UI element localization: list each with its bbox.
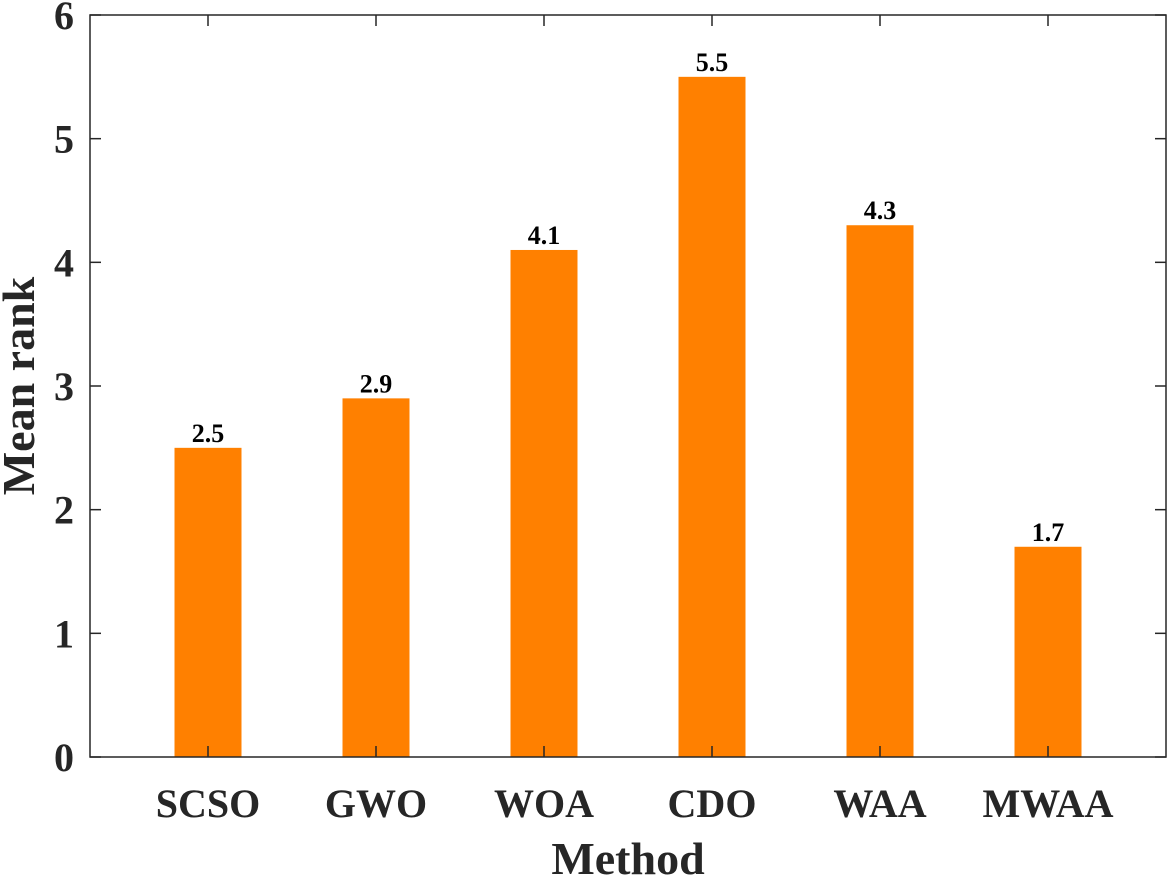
bar-waa <box>846 225 914 757</box>
y-tick-label: 5 <box>54 117 74 162</box>
data-label-waa: 4.3 <box>864 196 897 225</box>
data-label-gwo: 2.9 <box>360 369 393 398</box>
x-tick-label-gwo: GWO <box>325 781 427 826</box>
bar-gwo <box>342 398 410 757</box>
data-label-woa: 4.1 <box>528 221 561 250</box>
x-tick-label-woa: WOA <box>494 781 594 826</box>
data-label-mwaa: 1.7 <box>1032 518 1065 547</box>
data-label-cdo: 5.5 <box>696 48 729 77</box>
bar-scso <box>174 447 242 757</box>
y-tick-label: 6 <box>54 0 74 38</box>
y-tick-label: 4 <box>54 240 74 285</box>
y-tick-label: 3 <box>54 364 74 409</box>
axes-group <box>89 14 1167 758</box>
x-tick-label-scso: SCSO <box>156 781 261 826</box>
x-tick-label-waa: WAA <box>833 781 926 826</box>
x-tick-label-mwaa: MWAA <box>982 781 1113 826</box>
bar-mwaa <box>1014 546 1082 757</box>
bars-group <box>174 76 1082 758</box>
y-tick-label: 2 <box>54 488 74 533</box>
y-tick-label: 1 <box>54 611 74 656</box>
data-labels-group: 2.5 2.9 4.1 5.5 4.3 1.7 <box>192 48 1065 547</box>
y-ticks-group: 0 1 2 3 4 5 6 <box>54 0 1166 780</box>
x-ticks-group: SCSO GWO WOA CDO WAA MWAA <box>156 15 1114 826</box>
bar-cdo <box>678 76 746 758</box>
x-tick-label-cdo: CDO <box>668 781 757 826</box>
plot-box <box>89 14 1167 758</box>
y-tick-label: 0 <box>54 735 74 780</box>
data-label-scso: 2.5 <box>192 419 225 448</box>
bar-woa <box>510 249 578 757</box>
x-axis-title: Method <box>551 833 705 876</box>
y-axis-title: Mean rank <box>0 276 44 495</box>
